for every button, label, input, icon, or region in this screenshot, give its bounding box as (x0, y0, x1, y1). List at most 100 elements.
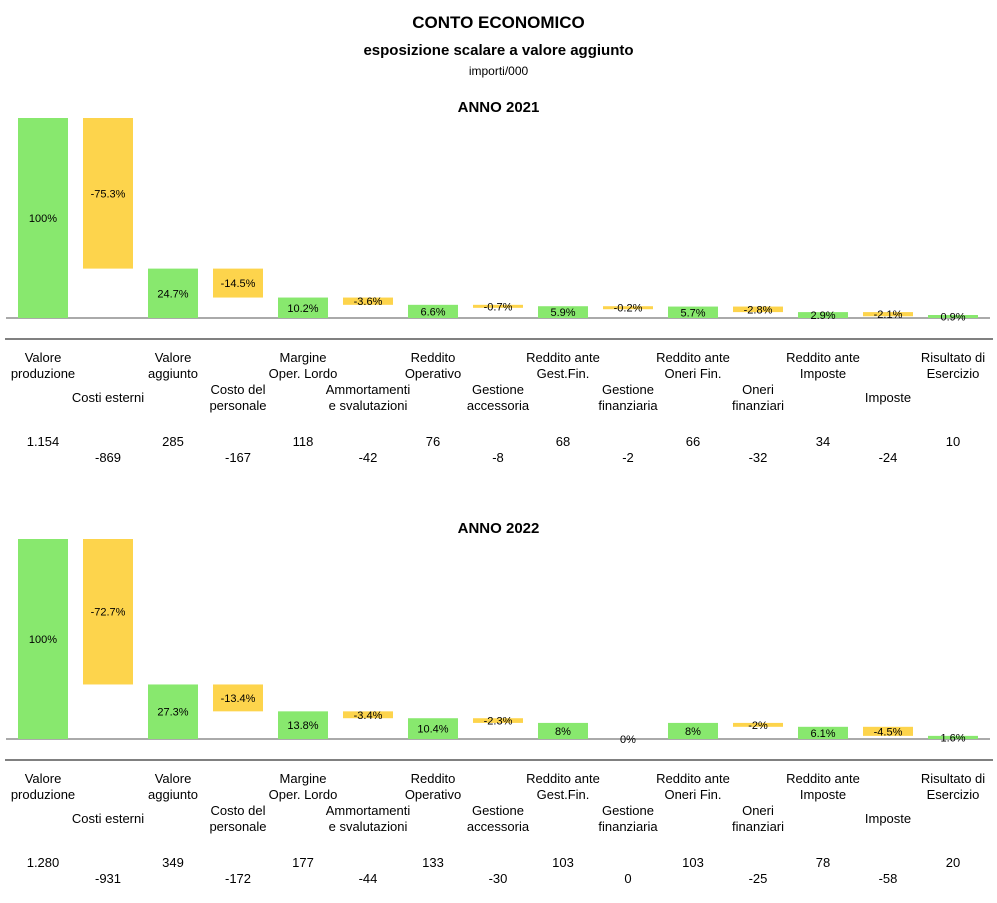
bar-13 (798, 726, 848, 739)
chart-subtitle: esposizione scalare a valore aggiunto (363, 42, 634, 59)
category-label: Oper. Lordo (269, 366, 338, 381)
percent-label: -0.2% (614, 303, 643, 315)
category-label: Reddito ante (786, 350, 860, 365)
category-label: personale (209, 819, 266, 834)
category-label: Valore (25, 771, 62, 786)
category-label: produzione (11, 366, 75, 381)
bar-6 (343, 297, 393, 305)
category-label: Imposte (800, 787, 846, 802)
bar-4 (213, 268, 263, 298)
category-label: Imposte (800, 366, 846, 381)
category-label: Gestione (602, 382, 654, 397)
value-label: -24 (879, 450, 898, 465)
value-label: 66 (686, 434, 700, 449)
percent-label: -3.6% (354, 296, 383, 308)
category-label: Reddito (411, 771, 456, 786)
percent-label: -4.5% (874, 726, 903, 738)
category-label: Margine (280, 350, 327, 365)
panel-2021: ANNO 2021 100% Valore produzione 1.154 -75.3… (0, 92, 997, 482)
value-label: 118 (293, 434, 314, 449)
category-label: Operativo (405, 787, 461, 802)
percent-label: 2.9% (810, 310, 835, 322)
percent-label: 0% (620, 734, 636, 746)
value-label: 76 (426, 434, 440, 449)
bar-7 (408, 718, 458, 739)
bar-10 (603, 306, 653, 310)
value-label: 103 (552, 855, 574, 870)
value-label: 177 (292, 855, 314, 870)
category-label: Oneri Fin. (664, 787, 721, 802)
bar-3 (148, 268, 198, 318)
bar-11 (668, 722, 718, 739)
category-label: Oneri Fin. (664, 366, 721, 381)
value-label: -25 (749, 871, 768, 886)
category-label: Risultato di (921, 350, 985, 365)
panel-title-2021: ANNO 2021 (457, 99, 540, 116)
percent-label: 0.9% (940, 312, 965, 324)
category-label: e svalutazioni (329, 398, 408, 413)
bar-12 (733, 722, 783, 727)
value-label: -167 (225, 450, 251, 465)
category-label: Margine (280, 771, 327, 786)
category-label: Reddito ante (786, 771, 860, 786)
category-label: Costo del (211, 803, 266, 818)
percent-label: -72.7% (91, 607, 126, 619)
category-label: e svalutazioni (329, 819, 408, 834)
value-label: 1.280 (27, 855, 60, 870)
percent-label: -2.8% (744, 304, 773, 316)
value-label: 68 (556, 434, 570, 449)
percent-label: -2.3% (484, 716, 513, 728)
percent-label: 6.1% (810, 728, 835, 740)
bar-9 (538, 722, 588, 739)
value-label: 34 (816, 434, 830, 449)
category-label: Gest.Fin. (537, 787, 590, 802)
category-label: Reddito ante (526, 350, 600, 365)
value-label: 103 (682, 855, 704, 870)
category-label: finanziari (732, 819, 784, 834)
category-label: Costi esterni (72, 390, 144, 405)
category-label: Esercizio (927, 787, 980, 802)
value-label: -8 (492, 450, 504, 465)
value-label: -32 (749, 450, 768, 465)
category-label: Gestione (472, 382, 524, 397)
category-label: accessoria (467, 819, 530, 834)
value-label: -869 (95, 450, 121, 465)
bar-12 (733, 306, 783, 313)
percent-label: -14.5% (221, 278, 256, 290)
category-label: Costo del (211, 382, 266, 397)
bar-2 (83, 118, 133, 269)
percent-label: 27.3% (157, 707, 188, 719)
percent-label: -2% (748, 720, 768, 732)
percent-label: 10.2% (287, 303, 318, 315)
bar-11 (668, 306, 718, 318)
percent-label: -2.1% (874, 309, 903, 321)
bar-15 (928, 315, 978, 318)
category-label: Oper. Lordo (269, 787, 338, 802)
category-label: Gestione (472, 803, 524, 818)
percent-label: 10.4% (417, 724, 448, 736)
value-label: -42 (359, 450, 378, 465)
category-label: Reddito ante (526, 771, 600, 786)
category-label: Ammortamenti (326, 382, 411, 397)
category-label: finanziari (732, 398, 784, 413)
category-label: personale (209, 398, 266, 413)
percent-label: 100% (29, 213, 57, 225)
value-label: 0 (624, 871, 631, 886)
bar-14 (863, 312, 913, 317)
chart-title: CONTO ECONOMICO (412, 13, 585, 32)
category-label: Gest.Fin. (537, 366, 590, 381)
category-label: Gestione (602, 803, 654, 818)
value-label: 349 (162, 855, 184, 870)
category-label: Reddito ante (656, 771, 730, 786)
percent-label: 6.6% (420, 306, 445, 318)
percent-label: 8% (555, 726, 571, 738)
category-label: Oneri (742, 382, 774, 397)
category-label: Ammortamenti (326, 803, 411, 818)
percent-label: -13.4% (221, 693, 256, 705)
bar-4 (213, 684, 263, 712)
panel-2022: ANNO 2022 100% Valore produzione 1.280 -72.7… (0, 513, 997, 903)
value-label: -44 (359, 871, 378, 886)
percent-label: -3.4% (354, 710, 383, 722)
